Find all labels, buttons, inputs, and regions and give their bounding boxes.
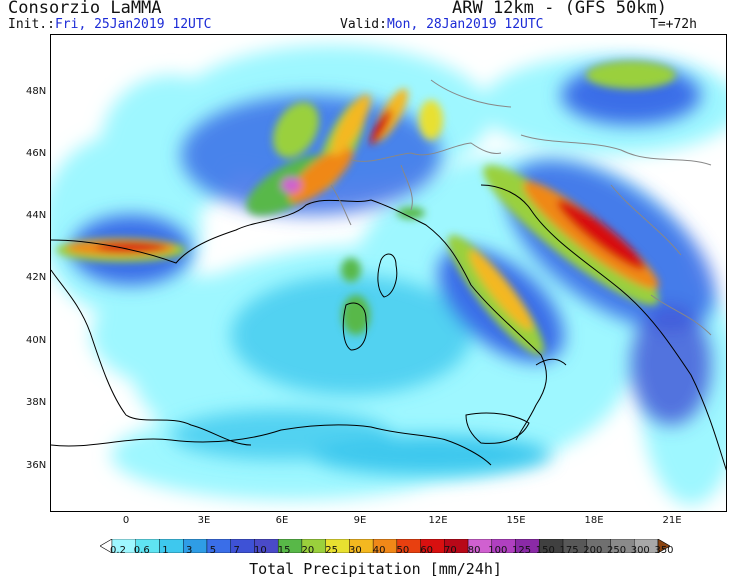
lon-label: 0 [122, 515, 130, 526]
colorbar-label: 60 [420, 545, 433, 556]
borders [330, 79, 712, 336]
lat-label: 36N [26, 460, 47, 471]
init-time: Init.:Fri, 25Jan2019 12UTC [8, 17, 212, 32]
model-title: ARW 12km - (GFS 50km) [452, 0, 667, 18]
colorbar-label: 125 [512, 545, 532, 556]
lat-label: 42N [26, 272, 47, 283]
lon-label: 15E [506, 515, 526, 526]
colorbar-label: 10 [254, 545, 267, 556]
colorbar [100, 539, 670, 553]
valid-label: Valid: [340, 17, 387, 32]
colorbar-label: 30 [349, 545, 362, 556]
colorbar-label: 150 [535, 545, 555, 556]
colorbar-label: 3 [186, 545, 193, 556]
forecast-step: T=+72h [650, 17, 697, 32]
colorbar-label: 250 [606, 545, 627, 556]
init-value: Fri, 25Jan2019 12UTC [54, 17, 212, 32]
colorbar-title: Total Precipitation [mm/24h] [249, 560, 502, 578]
colorbar-label: 200 [583, 545, 603, 556]
map-canvas [51, 45, 726, 505]
lon-label: 12E [428, 515, 448, 526]
colorbar-label: 0.2 [110, 545, 126, 556]
colorbar-label: 25 [325, 545, 339, 556]
lon-label: 6E [275, 515, 289, 526]
lon-label: 3E [197, 515, 211, 526]
valid-value: Mon, 28Jan2019 12UTC [386, 17, 544, 32]
lon-label: 9E [353, 515, 367, 526]
colorbar-label: 80 [467, 545, 481, 556]
colorbar-label: 0.6 [133, 545, 150, 556]
lon-label: 21E [662, 515, 682, 526]
lat-label: 38N [26, 397, 47, 408]
colorbar-label: 100 [488, 545, 508, 556]
colorbar-label: 300 [630, 545, 650, 556]
colorbar-label: 175 [559, 545, 579, 556]
colorbar-label: 50 [396, 545, 410, 556]
lat-label: 40N [26, 335, 47, 346]
lat-label: 48N [26, 86, 47, 97]
valid-time: Valid:Mon, 28Jan2019 12UTC [340, 17, 544, 32]
lon-label: 18E [584, 515, 604, 526]
organization-title: Consorzio LaMMA [8, 0, 162, 18]
colorbar-label: 15 [277, 545, 291, 556]
colorbar-label: 40 [372, 545, 386, 556]
colorbar-label: 5 [209, 545, 217, 556]
init-label: Init.: [8, 17, 55, 32]
coastlines [51, 184, 726, 471]
colorbar-label: 1 [162, 545, 169, 556]
colorbar-label: 7 [233, 545, 240, 556]
colorbar-label: 70 [443, 545, 457, 556]
colorbar-label: 350 [654, 545, 674, 556]
colorbar-tip-high [657, 539, 670, 553]
lat-label: 44N [26, 210, 47, 221]
lat-label: 46N [26, 148, 47, 159]
precipitation-map [50, 34, 727, 512]
colorbar-label: 20 [301, 545, 315, 556]
